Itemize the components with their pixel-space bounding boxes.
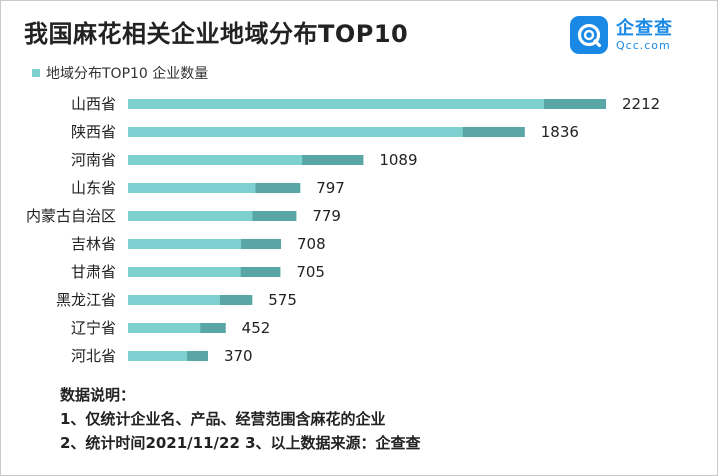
value-label: 452	[242, 319, 271, 337]
category-label: 陕西省	[71, 123, 116, 141]
bar-group: 陕西省 1836	[71, 123, 579, 141]
bar-group: 吉林省 708	[71, 235, 326, 253]
category-label: 山西省	[71, 95, 116, 113]
category-label: 河北省	[71, 347, 116, 365]
chart-title: 我国麻花相关企业地域分布TOP10	[24, 20, 409, 48]
value-label: 370	[224, 347, 253, 365]
bar-group: 黑龙江省 575	[56, 291, 297, 309]
bar	[128, 351, 208, 361]
bar-shade	[240, 267, 281, 277]
qcc-logo-icon	[570, 16, 608, 54]
bar-group: 甘肃省 705	[71, 263, 325, 281]
value-label: 779	[312, 207, 341, 225]
bar-shade	[462, 127, 525, 137]
logo-domain: Qcc.com	[616, 38, 671, 52]
category-label: 内蒙古自治区	[26, 207, 116, 225]
bar-group: 山西省 2212	[71, 95, 660, 113]
bar-shade	[302, 155, 364, 165]
logo-name: 企查查	[616, 17, 673, 39]
bar	[128, 127, 525, 137]
bar-shade	[200, 323, 226, 333]
legend-swatch	[32, 69, 40, 77]
value-label: 797	[316, 179, 345, 197]
category-label: 辽宁省	[71, 319, 116, 337]
notes-heading: 数据说明：	[60, 386, 136, 404]
category-label: 吉林省	[71, 235, 116, 253]
bar-group: 河北省 370	[71, 347, 253, 365]
notes-line-1: 1、仅统计企业名、产品、经营范围含麻花的企业	[60, 410, 386, 428]
bar	[128, 323, 226, 333]
qcc-logo: 企查查 Qcc.com	[570, 16, 673, 54]
bar	[128, 183, 301, 193]
bar-group: 内蒙古自治区 779	[26, 207, 341, 225]
category-label: 山东省	[71, 179, 116, 197]
bar	[128, 295, 253, 305]
value-label: 575	[268, 291, 297, 309]
category-label: 甘肃省	[71, 263, 116, 281]
bar	[128, 99, 606, 109]
bar-shade	[252, 211, 297, 221]
bar	[128, 155, 364, 165]
bar	[128, 239, 281, 249]
bar-shade	[219, 295, 253, 305]
value-label: 705	[296, 263, 325, 281]
notes-line-2: 2、统计时间2021/11/22 3、以上数据来源：企查查	[60, 434, 421, 452]
bar-shade	[544, 99, 606, 109]
bar-group: 辽宁省 452	[71, 319, 270, 337]
bar	[128, 267, 281, 277]
value-label: 708	[297, 235, 326, 253]
data-notes: 数据说明： 1、仅统计企业名、产品、经营范围含麻花的企业 2、统计时间2021/…	[60, 383, 421, 455]
bar-group: 河南省 1089	[71, 151, 418, 169]
bar-group: 山东省 797	[71, 179, 345, 197]
bar-shade	[187, 351, 208, 361]
category-label: 黑龙江省	[56, 291, 116, 309]
chart-legend: 地域分布TOP10 企业数量	[32, 63, 208, 83]
bar	[128, 211, 297, 221]
value-label: 1836	[541, 123, 579, 141]
bar-shade	[255, 183, 301, 193]
value-label: 2212	[622, 95, 660, 113]
value-label: 1089	[379, 151, 417, 169]
category-label: 河南省	[71, 151, 116, 169]
legend-label: 地域分布TOP10 企业数量	[46, 66, 209, 82]
bar-shade	[241, 239, 281, 249]
